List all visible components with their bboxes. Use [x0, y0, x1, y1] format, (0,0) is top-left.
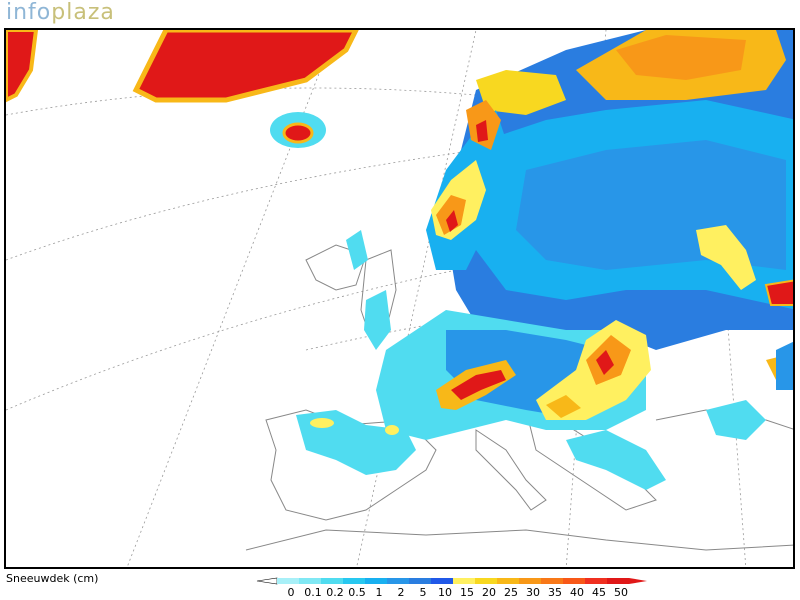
legend-label: 20: [482, 586, 496, 598]
legend-swatch: [431, 578, 453, 584]
legend-label: 35: [548, 586, 562, 598]
legend-swatch: [321, 578, 343, 584]
legend-swatch: [563, 578, 585, 584]
color-legend: 0 0.1 0.2 0.5 1 2 5 10 15 20 25 30 35 40 45 50: [255, 576, 665, 598]
legend-arrow-high: [629, 578, 647, 584]
legend-arrow-low: [256, 577, 278, 585]
legend-swatch: [409, 578, 431, 584]
map-canvas: [6, 30, 793, 567]
legend-label: 0: [288, 586, 295, 598]
greenland-snow: [132, 30, 359, 103]
legend-swatch: [453, 578, 475, 584]
legend-title: Sneeuwdek (cm): [6, 572, 99, 585]
logo-part-plaza: plaza: [51, 0, 115, 25]
legend-label: 45: [592, 586, 606, 598]
legend-label: 5: [420, 586, 427, 598]
legend-label: 40: [570, 586, 584, 598]
legend-swatch: [541, 578, 563, 584]
legend-label: 2: [398, 586, 405, 598]
legend-label: 30: [526, 586, 540, 598]
logo-part-info: info: [6, 0, 52, 25]
snow-depth-map: [4, 28, 795, 569]
legend-swatch: [343, 578, 365, 584]
legend-swatch: [475, 578, 497, 584]
legend-label: 1: [376, 586, 383, 598]
legend-label: 0.2: [326, 586, 344, 598]
legend-swatch: [519, 578, 541, 584]
legend-swatch: [607, 578, 629, 584]
legend-swatch: [277, 578, 299, 584]
legend-scale: 0 0.1 0.2 0.5 1 2 5 10 15 20 25 30 35 40 45 50: [256, 577, 647, 598]
legend-swatch: [585, 578, 607, 584]
snow-fields: [6, 30, 793, 490]
legend-swatch: [497, 578, 519, 584]
legend-label: 15: [460, 586, 474, 598]
legend-label: 25: [504, 586, 518, 598]
legend-swatch: [365, 578, 387, 584]
legend-label: 0.1: [304, 586, 322, 598]
legend-swatch: [299, 578, 321, 584]
legend-label: 0.5: [348, 586, 366, 598]
legend-label: 10: [438, 586, 452, 598]
legend-swatch: [387, 578, 409, 584]
infoplaza-logo: infoplaza: [6, 0, 115, 25]
legend-label: 50: [614, 586, 628, 598]
